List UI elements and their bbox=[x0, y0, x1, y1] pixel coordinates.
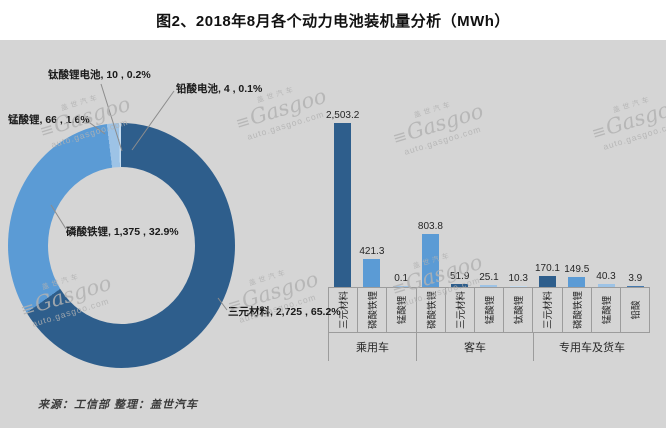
bar-ncm-bus bbox=[451, 284, 469, 287]
group-row: 乘用车 客车 专用车及货车 bbox=[328, 333, 650, 361]
bar-lmo-special bbox=[597, 284, 615, 287]
pie-label-titanate: 钛酸锂电池, 10 , 0.2% bbox=[48, 69, 151, 81]
bar-lead-special bbox=[626, 286, 644, 287]
leader-line bbox=[217, 297, 228, 311]
bar-slot: 40.3 bbox=[591, 271, 620, 287]
category-cell: 磷酸铁锂 bbox=[561, 288, 591, 332]
category-cell: 钛酸锂 bbox=[503, 288, 532, 332]
bar-value-label: 149.5 bbox=[564, 264, 590, 275]
bar-lto-bus bbox=[509, 286, 527, 287]
bar-value-label: 0.1 bbox=[394, 273, 409, 284]
category-cell: 磷酸铁锂 bbox=[357, 288, 386, 332]
bar-ncm-special bbox=[538, 276, 556, 287]
group-cell-special: 专用车及货车 bbox=[533, 333, 650, 361]
bar-slot: 2,503.2 bbox=[325, 110, 360, 287]
bar-value-label: 40.3 bbox=[596, 271, 616, 282]
donut-ring bbox=[8, 123, 235, 368]
category-cell: 锰酸锂 bbox=[473, 288, 503, 332]
category-cell: 锰酸锂 bbox=[386, 288, 415, 332]
group-label: 乘用车 bbox=[356, 342, 389, 354]
bar-plot: 2,503.2 421.3 0.1 803.8 51.9 25.1 bbox=[325, 40, 650, 287]
bar-slot: 3.9 bbox=[621, 273, 650, 287]
category-cell: 铅酸 bbox=[619, 288, 649, 332]
source-note: 来源：工信部 整理：盖世汽车 bbox=[38, 399, 199, 411]
bar-slot: 803.8 bbox=[416, 221, 445, 287]
page-title: 图2、2018年8月各个动力电池装机量分析（MWh） bbox=[156, 12, 510, 30]
bar-slot: 0.1 bbox=[387, 273, 416, 287]
category-row: 三元材料 磷酸铁锂 锰酸锂 磷酸铁锂 三元材料 锰酸锂 钛酸锂 三元材料 磷酸铁… bbox=[328, 287, 650, 333]
bar-value-label: 3.9 bbox=[628, 273, 643, 284]
donut-hole bbox=[48, 167, 195, 324]
leader-lines bbox=[50, 83, 228, 311]
bar-lfp-bus bbox=[421, 234, 439, 287]
bar-slot: 421.3 bbox=[357, 246, 386, 287]
bar-slot: 25.1 bbox=[474, 272, 503, 287]
group-label: 专用车及货车 bbox=[559, 342, 625, 354]
leader-line bbox=[131, 90, 175, 151]
pie-label-manganese: 锰酸锂, 66 , 1.6% bbox=[8, 114, 90, 126]
pie-label-ncm: 三元材料, 2,725 , 65.2% bbox=[228, 306, 341, 318]
pie-label-lead-acid: 铅酸电池, 4 , 0.1% bbox=[176, 83, 263, 95]
bar-lfp-special bbox=[568, 277, 586, 287]
category-cell: 锰酸锂 bbox=[590, 288, 620, 332]
category-cell: 磷酸铁锂 bbox=[415, 288, 445, 332]
leader-line bbox=[100, 83, 123, 152]
bar-lmo-passenger bbox=[392, 286, 410, 287]
bar-lfp-passenger bbox=[363, 259, 381, 287]
group-cell-bus: 客车 bbox=[416, 333, 533, 361]
bar-slot: 149.5 bbox=[562, 264, 591, 287]
category-axis: 三元材料 磷酸铁锂 锰酸锂 磷酸铁锂 三元材料 锰酸锂 钛酸锂 三元材料 磷酸铁… bbox=[328, 287, 650, 361]
bar-lmo-bus bbox=[480, 285, 498, 287]
leader-line bbox=[50, 204, 67, 230]
bar-ncm-passenger bbox=[334, 123, 352, 287]
bar-slot: 170.1 bbox=[533, 263, 562, 287]
bar-value-label: 170.1 bbox=[534, 263, 560, 274]
title-strip: 图2、2018年8月各个动力电池装机量分析（MWh） bbox=[0, 0, 666, 40]
leader-line bbox=[85, 119, 106, 135]
bar-slot: 10.3 bbox=[504, 273, 533, 287]
bar-value-label: 2,503.2 bbox=[325, 110, 360, 121]
group-cell-passenger: 乘用车 bbox=[328, 333, 416, 361]
group-label: 客车 bbox=[464, 342, 486, 354]
chart-canvas: 钛酸锂电池, 10 , 0.2% 铅酸电池, 4 , 0.1% 锰酸锂, 66 … bbox=[0, 40, 666, 428]
bar-value-label: 10.3 bbox=[508, 273, 528, 284]
bar-slot: 51.9 bbox=[445, 271, 474, 287]
bar-value-label: 25.1 bbox=[479, 272, 499, 283]
category-cell: 三元材料 bbox=[444, 288, 474, 332]
pie-label-lfp: 磷酸铁锂, 1,375 , 32.9% bbox=[66, 226, 179, 238]
category-cell: 三元材料 bbox=[328, 288, 357, 332]
category-cell: 三元材料 bbox=[532, 288, 561, 332]
bar-value-label: 803.8 bbox=[417, 221, 443, 232]
bar-value-label: 421.3 bbox=[359, 246, 385, 257]
bar-value-label: 51.9 bbox=[449, 271, 470, 282]
